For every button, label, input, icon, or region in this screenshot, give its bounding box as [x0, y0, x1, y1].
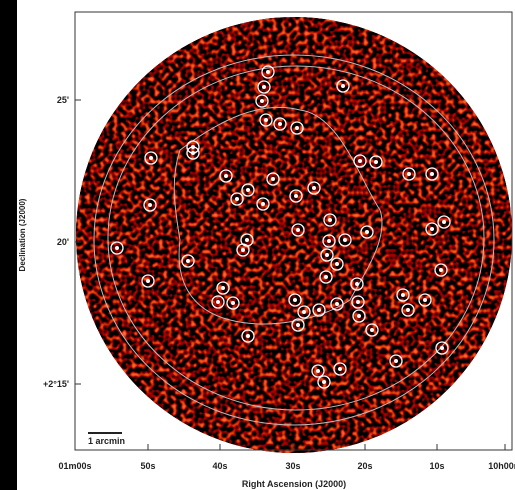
- source-core: [262, 85, 266, 89]
- source-core: [365, 230, 369, 234]
- source-core: [302, 310, 306, 314]
- source-core: [191, 151, 195, 155]
- y-tick-label: 25': [57, 95, 69, 105]
- source-core: [271, 177, 275, 181]
- y-axis-label: Declination (J2000): [18, 198, 27, 271]
- source-core: [439, 268, 443, 272]
- source-core: [260, 99, 264, 103]
- source-core: [221, 286, 225, 290]
- source-core: [316, 369, 320, 373]
- source-core: [296, 228, 300, 232]
- source-core: [335, 262, 339, 266]
- source-core: [278, 122, 282, 126]
- source-core: [264, 118, 268, 122]
- y-tick-label: 20': [57, 237, 69, 247]
- source-core: [325, 253, 329, 257]
- x-tick-label: 10s: [429, 461, 444, 471]
- x-tick-label: 30s: [285, 461, 300, 471]
- source-core: [295, 126, 299, 130]
- source-core: [245, 238, 249, 242]
- source-core: [442, 220, 446, 224]
- source-core: [241, 248, 245, 252]
- source-core: [231, 301, 235, 305]
- source-core: [186, 259, 190, 263]
- source-core: [224, 174, 228, 178]
- source-core: [293, 298, 297, 302]
- source-core: [374, 160, 378, 164]
- source-core: [115, 246, 119, 250]
- scale-bar-label: 1 arcmin: [88, 436, 125, 446]
- figure: 1 arcmin Right Ascension (J2000) Declina…: [0, 0, 515, 490]
- source-core: [235, 197, 239, 201]
- source-core: [261, 202, 265, 206]
- source-core: [394, 359, 398, 363]
- source-core: [296, 323, 300, 327]
- source-core: [324, 275, 328, 279]
- page: {"axes":{"x_label":"Right Ascension (J20…: [0, 0, 515, 490]
- source-core: [430, 172, 434, 176]
- source-core: [355, 282, 359, 286]
- source-core: [335, 302, 339, 306]
- source-core: [146, 279, 150, 283]
- source-core: [148, 203, 152, 207]
- source-core: [343, 238, 347, 242]
- source-core: [328, 218, 332, 222]
- source-core: [266, 70, 270, 74]
- source-core: [317, 308, 321, 312]
- x-tick-label: 20s: [357, 461, 372, 471]
- source-core: [423, 298, 427, 302]
- source-core: [322, 380, 326, 384]
- source-core: [327, 239, 331, 243]
- source-core: [401, 293, 405, 297]
- x-tick-label: 01m00s: [58, 461, 91, 471]
- source-core: [357, 314, 361, 318]
- x-tick-label: 40s: [212, 461, 227, 471]
- source-core: [407, 172, 411, 176]
- y-tick-label: +2°15': [43, 379, 69, 389]
- source-core: [430, 227, 434, 231]
- source-core: [246, 188, 250, 192]
- x-tick-label: 50s: [140, 461, 155, 471]
- source-core: [341, 84, 345, 88]
- x-tick-label: 10h00m: [488, 461, 515, 471]
- source-core: [338, 367, 342, 371]
- source-core: [216, 300, 220, 304]
- source-core: [294, 194, 298, 198]
- source-core: [312, 186, 316, 190]
- source-core: [440, 346, 444, 350]
- source-core: [358, 159, 362, 163]
- x-axis-label: Right Ascension (J2000): [242, 479, 346, 489]
- source-core: [406, 308, 410, 312]
- source-core: [149, 156, 153, 160]
- source-core: [356, 300, 360, 304]
- source-core: [370, 328, 374, 332]
- source-core: [246, 334, 250, 338]
